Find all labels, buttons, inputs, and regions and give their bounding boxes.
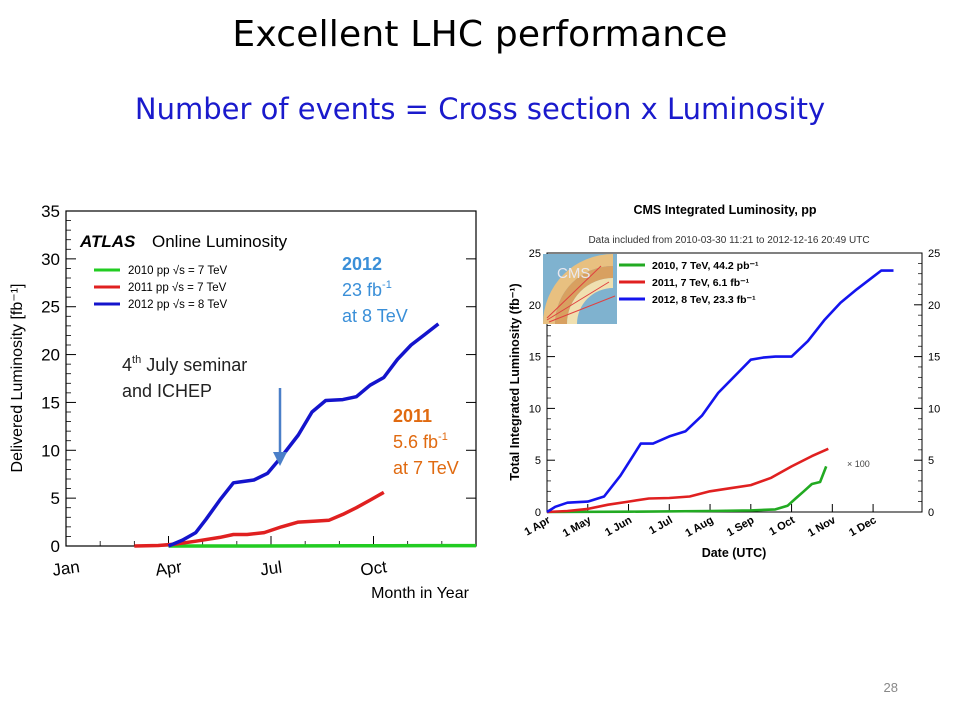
cms-ytick-label: 20 <box>529 300 541 312</box>
atlas-xlabel: Month in Year <box>371 585 470 602</box>
cms-ytick-label-right: 15 <box>928 352 940 364</box>
cms-series-line-1 <box>546 447 829 514</box>
annotation-2012-lumi: 23 fb-1 <box>342 279 392 300</box>
atlas-ytick-label: 25 <box>41 298 60 317</box>
atlas-series-line-2 <box>167 322 440 548</box>
cms-legend-2011: 2011, 7 TeV, 6.1 fb⁻¹ <box>652 277 750 289</box>
cms-scale-note: × 100 <box>847 459 870 469</box>
atlas-legend-2010: 2010 pp √s = 7 TeV <box>128 264 227 277</box>
cms-ytick-label: 15 <box>529 352 541 364</box>
atlas-legend-2011: 2011 pp √s = 7 TeV <box>128 281 227 294</box>
annotation-2011-lumi: 5.6 fb-1 <box>393 431 448 452</box>
cms-series-line-2 <box>546 269 894 514</box>
slide-subtitle: Number of events = Cross section x Lumin… <box>134 92 826 126</box>
seminar-arrow <box>273 388 287 466</box>
atlas-ylabel: Delivered Luminosity [fb⁻¹] <box>9 284 26 473</box>
atlas-ytick-label: 15 <box>41 393 60 412</box>
cms-legend: 2010, 7 TeV, 44.2 pb⁻¹ 2011, 7 TeV, 6.1 … <box>619 260 759 306</box>
annotation-seminar-line1: 4th July seminar <box>122 354 247 375</box>
annotation-2012-year: 2012 <box>342 254 382 274</box>
atlas-xtick-label: Jan <box>51 557 81 580</box>
atlas-ytick-label: 20 <box>41 346 60 365</box>
cms-ytick-label-right: 5 <box>928 455 934 467</box>
atlas-axis-ticks: 0 5 10 15 20 25 30 35 Jan Apr Jul Oct <box>41 202 476 580</box>
cms-series-lines <box>546 269 894 514</box>
slide-title: Excellent LHC performance <box>232 14 728 55</box>
atlas-plot-frame <box>65 210 477 547</box>
atlas-xtick-label: Apr <box>154 557 183 580</box>
atlas-series-line-1 <box>134 490 385 548</box>
atlas-legend: 2010 pp √s = 7 TeV 2011 pp √s = 7 TeV 20… <box>94 264 227 311</box>
cms-logo-icon: CMS <box>543 254 617 324</box>
cms-xlabel: Date (UTC) <box>702 546 767 560</box>
cms-ytick-label: 0 <box>535 507 541 519</box>
atlas-ytick-label: 30 <box>41 250 60 269</box>
cms-ytick-label-right: 25 <box>928 248 940 260</box>
atlas-annotation-2012: 2012 23 fb-1 at 8 TeV <box>342 254 408 326</box>
cms-ytick-label-right: 10 <box>928 403 940 415</box>
atlas-ytick-label: 5 <box>51 489 60 508</box>
annotation-2011-year: 2011 <box>393 406 432 426</box>
annotation-seminar-line2: and ICHEP <box>122 381 212 401</box>
cms-legend-2010: 2010, 7 TeV, 44.2 pb⁻¹ <box>652 260 759 272</box>
cms-ytick-label: 25 <box>529 248 541 260</box>
atlas-xtick-label: Jul <box>259 558 283 580</box>
svg-text:CMS: CMS <box>557 265 590 282</box>
atlas-ytick-label: 35 <box>41 202 60 221</box>
atlas-annotation-seminar: 4th July seminar and ICHEP <box>122 354 247 401</box>
cms-ytick-label-right: 0 <box>928 507 934 519</box>
atlas-xtick-label: Oct <box>359 557 388 580</box>
annotation-2012-energy: at 8 TeV <box>342 306 408 326</box>
cms-luminosity-chart: CMS Integrated Luminosity, pp Data inclu… <box>497 196 957 562</box>
cms-legend-2012: 2012, 8 TeV, 23.3 fb⁻¹ <box>652 294 756 306</box>
atlas-title-rest: Online Luminosity <box>152 232 288 251</box>
atlas-luminosity-chart: 0 5 10 15 20 25 30 35 Jan Apr Jul Oct ATLAS Online … <box>9 202 477 602</box>
atlas-annotation-2011: 2011 5.6 fb-1 at 7 TeV <box>393 406 459 478</box>
atlas-series-lines <box>134 322 476 548</box>
atlas-legend-2012: 2012 pp √s = 8 TeV <box>128 298 227 311</box>
cms-ytick-label: 10 <box>529 403 541 415</box>
page-number: 28 <box>883 680 898 695</box>
cms-ytick-label: 5 <box>535 455 541 467</box>
cms-title: CMS Integrated Luminosity, pp <box>633 203 816 217</box>
cms-ytick-label-right: 20 <box>928 300 940 312</box>
annotation-2011-energy: at 7 TeV <box>393 458 459 478</box>
atlas-ytick-label: 10 <box>41 441 60 460</box>
atlas-ytick-label: 0 <box>51 537 60 556</box>
atlas-title-prefix: ATLAS <box>79 232 136 251</box>
cms-ylabel: Total Integrated Luminosity (fb⁻¹) <box>508 283 522 480</box>
cms-subtitle: Data included from 2010-03-30 11:21 to 2… <box>588 235 869 246</box>
cms-series-line-0 <box>546 465 828 514</box>
